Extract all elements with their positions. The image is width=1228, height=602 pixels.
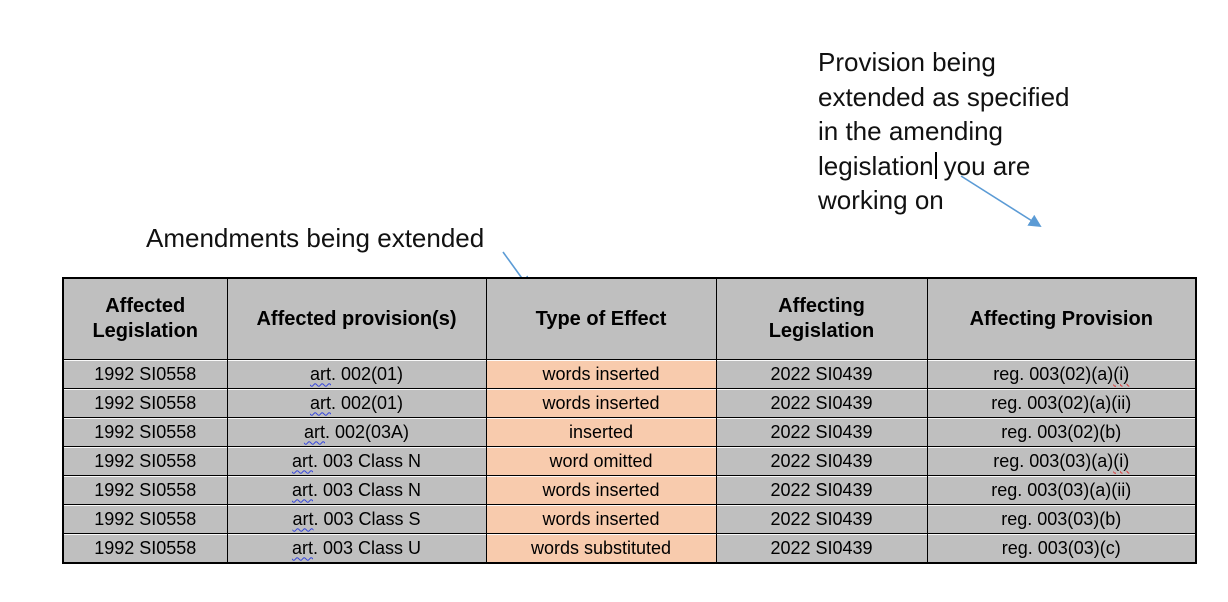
table-row: 1992 SI0558 art. 003 Class U words subst… — [62, 533, 1197, 564]
header-affecting-provision[interactable]: Affecting Provision — [926, 277, 1197, 360]
note-line: Provision being — [818, 47, 996, 77]
note-line: extended as specified — [818, 81, 1070, 112]
cell-type-of-effect[interactable]: words substituted — [485, 533, 717, 564]
note-line: legislation you are — [818, 149, 1070, 184]
table-row: 1992 SI0558 art. 002(03A) inserted 2022 … — [62, 417, 1197, 447]
cell-affecting-legislation[interactable]: 2022 SI0439 — [715, 388, 928, 418]
cell-affecting-legislation[interactable]: 2022 SI0439 — [715, 533, 928, 564]
cell-affecting-provision[interactable]: reg. 003(03)(a)(i) — [926, 446, 1197, 476]
amendments-table: Affected Legislation Affected provision(… — [62, 277, 1197, 564]
cell-affected-provision[interactable]: art. 003 Class N — [226, 446, 487, 476]
cell-affected-legislation[interactable]: 1992 SI0558 — [62, 359, 228, 389]
cell-affected-provision[interactable]: art. 003 Class S — [226, 504, 487, 534]
provision-rest: . 002(01) — [330, 363, 404, 384]
misspelled-word: art — [291, 537, 313, 558]
cell-affecting-provision[interactable]: reg. 003(03)(b) — [926, 504, 1197, 534]
provision-rest: . 003 Class N — [312, 450, 422, 471]
note-line-text: you are — [943, 150, 1031, 181]
affecting-provision-main: reg. 003(02)(a) — [993, 363, 1114, 384]
cell-affected-provision[interactable]: art. 002(03A) — [226, 417, 487, 447]
cell-affecting-legislation[interactable]: 2022 SI0439 — [715, 446, 928, 476]
header-affected-legislation[interactable]: Affected Legislation — [62, 277, 228, 360]
cell-affected-legislation[interactable]: 1992 SI0558 — [62, 388, 228, 418]
misspelled-word: art — [309, 392, 331, 413]
cell-affecting-provision[interactable]: reg. 003(03)(a)(ii) — [926, 475, 1197, 505]
cell-affected-provision[interactable]: art. 003 Class N — [226, 475, 487, 505]
table-row: 1992 SI0558 art. 002(01) words inserted … — [62, 359, 1197, 389]
text-cursor — [934, 151, 937, 179]
cell-affected-legislation[interactable]: 1992 SI0558 — [62, 417, 228, 447]
table-row: 1992 SI0558 art. 003 Class N words inser… — [62, 475, 1197, 505]
note-line: working on — [818, 185, 944, 215]
table-header-row: Affected Legislation Affected provision(… — [62, 277, 1197, 360]
misspelled-word: art — [309, 363, 331, 384]
cell-affecting-legislation[interactable]: 2022 SI0439 — [715, 417, 928, 447]
cell-type-of-effect[interactable]: word omitted — [485, 446, 717, 476]
table-row: 1992 SI0558 art. 002(01) words inserted … — [62, 388, 1197, 418]
misspelled-word: art — [303, 421, 325, 442]
affecting-provision-main: reg. 003(03)(a)(ii) — [991, 479, 1132, 500]
header-affecting-legislation[interactable]: Affecting Legislation — [715, 277, 928, 360]
cell-affected-provision[interactable]: art. 002(01) — [226, 359, 487, 389]
cell-affected-legislation[interactable]: 1992 SI0558 — [62, 446, 228, 476]
affecting-provision-main: reg. 003(03)(a) — [993, 450, 1114, 471]
provision-note[interactable]: Provision being extended as specified in… — [818, 45, 1070, 218]
table-row: 1992 SI0558 art. 003 Class N word omitte… — [62, 446, 1197, 476]
misspelled-word: art — [291, 479, 313, 500]
affecting-provision-main: reg. 003(03)(b) — [1001, 508, 1122, 529]
header-affected-provisions[interactable]: Affected provision(s) — [226, 277, 487, 360]
provision-rest: . 002(01) — [330, 392, 404, 413]
note-line-text: legislation — [818, 150, 934, 181]
misspelled-word: art — [291, 450, 313, 471]
cell-type-of-effect[interactable]: inserted — [485, 417, 717, 447]
cell-affecting-legislation[interactable]: 2022 SI0439 — [715, 475, 928, 505]
cell-affecting-provision[interactable]: reg. 003(02)(a)(ii) — [926, 388, 1197, 418]
affecting-provision-main: reg. 003(02)(a)(ii) — [991, 392, 1132, 413]
cell-type-of-effect[interactable]: words inserted — [485, 388, 717, 418]
cell-affecting-provision[interactable]: reg. 003(02)(a)(i) — [926, 359, 1197, 389]
affecting-provision-main: reg. 003(03)(c) — [1001, 537, 1121, 558]
cell-affected-provision[interactable]: art. 002(01) — [226, 388, 487, 418]
cell-affected-legislation[interactable]: 1992 SI0558 — [62, 533, 228, 564]
cell-affected-legislation[interactable]: 1992 SI0558 — [62, 504, 228, 534]
cell-type-of-effect[interactable]: words inserted — [485, 504, 717, 534]
cell-type-of-effect[interactable]: words inserted — [485, 359, 717, 389]
header-type-of-effect[interactable]: Type of Effect — [485, 277, 717, 360]
table-row: 1992 SI0558 art. 003 Class S words inser… — [62, 504, 1197, 534]
note-line: in the amending — [818, 116, 1004, 146]
provision-rest: . 003 Class S — [313, 508, 421, 529]
provision-rest: . 002(03A) — [324, 421, 410, 442]
misspelled-word: art — [292, 508, 314, 529]
provision-rest: . 003 Class U — [312, 537, 422, 558]
cell-type-of-effect[interactable]: words inserted — [485, 475, 717, 505]
cell-affecting-legislation[interactable]: 2022 SI0439 — [715, 504, 928, 534]
cell-affecting-legislation[interactable]: 2022 SI0439 — [715, 359, 928, 389]
cell-affected-legislation[interactable]: 1992 SI0558 — [62, 475, 228, 505]
affecting-provision-main: reg. 003(02)(b) — [1001, 421, 1122, 442]
spellcheck-flagged-text: (i) — [1113, 450, 1130, 471]
cell-affected-provision[interactable]: art. 003 Class U — [226, 533, 487, 564]
spellcheck-flagged-text: (i) — [1113, 363, 1130, 384]
amendments-note[interactable]: Amendments being extended — [146, 223, 485, 253]
provision-rest: . 003 Class N — [312, 479, 422, 500]
cell-affecting-provision[interactable]: reg. 003(03)(c) — [926, 533, 1197, 564]
cell-affecting-provision[interactable]: reg. 003(02)(b) — [926, 417, 1197, 447]
